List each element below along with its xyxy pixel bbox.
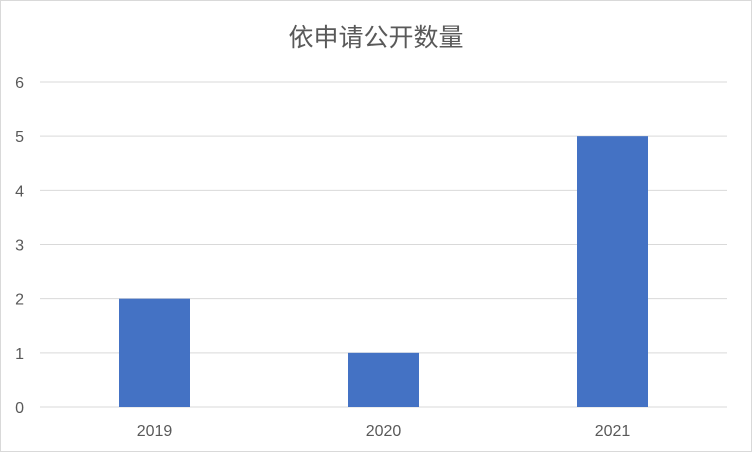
- y-tick-label: 4: [15, 183, 24, 200]
- y-tick-label: 0: [15, 400, 24, 417]
- bar-2019: [119, 298, 190, 407]
- x-tick-label: 2020: [366, 423, 402, 440]
- y-tick-label: 5: [15, 129, 24, 146]
- y-tick-label: 2: [15, 292, 24, 309]
- bar-2020: [348, 352, 419, 407]
- chart-title: 依申请公开数量: [288, 23, 464, 52]
- x-tick-label: 2019: [137, 423, 173, 440]
- y-tick-label: 6: [15, 75, 24, 92]
- x-tick-label: 2021: [595, 423, 631, 440]
- y-tick-label: 3: [15, 238, 24, 255]
- y-tick-label: 1: [15, 346, 24, 363]
- bar-2021: [577, 136, 648, 407]
